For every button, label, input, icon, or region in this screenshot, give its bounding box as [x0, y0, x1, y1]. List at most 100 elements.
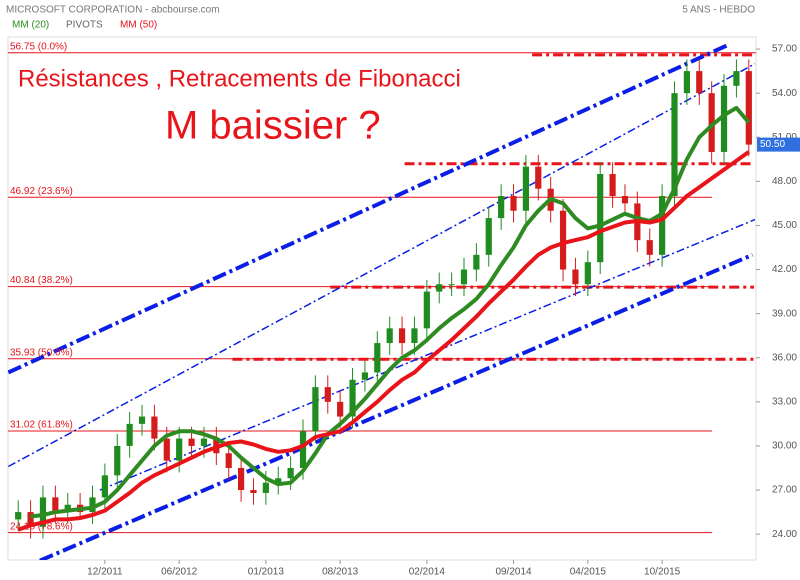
candle-body: [200, 438, 208, 446]
x-tick-label: 02/2014: [409, 567, 446, 578]
x-tick-label: 09/2014: [495, 567, 532, 578]
candle-body: [361, 372, 369, 380]
candle-body: [386, 328, 393, 344]
fibonacci-label: 40.84 (38.2%): [10, 275, 73, 286]
candle-body: [324, 387, 331, 402]
candle-body: [708, 93, 715, 152]
candle-body: [188, 438, 195, 446]
candle-body: [436, 284, 443, 292]
candle-body: [411, 328, 418, 344]
candle-body: [473, 254, 480, 270]
candle-body: [101, 475, 108, 498]
candle-body: [64, 504, 71, 513]
candle-body: [460, 269, 468, 285]
moving-average: [30, 105, 751, 519]
candle-body: [696, 71, 703, 94]
y-tick-label: 27.00: [772, 485, 797, 496]
trend-line: [8, 43, 729, 375]
fibonacci-label: 56.75 (0.0%): [10, 41, 67, 52]
candle-body: [609, 173, 616, 197]
candle-body: [498, 196, 505, 219]
y-tick-label: 39.00: [772, 308, 797, 319]
candle-body: [89, 497, 96, 513]
candle-body: [535, 166, 542, 189]
candle-body: [126, 423, 133, 446]
candle-body: [163, 438, 170, 461]
chart-subtitle: 5 ANS - HEBDO: [682, 5, 755, 16]
candle-body: [114, 445, 121, 476]
y-tick-label: 54.00: [772, 88, 797, 99]
y-tick-label: 24.00: [772, 529, 797, 540]
candle-body: [237, 467, 245, 491]
trend-line: [99, 218, 756, 491]
fibonacci-label: 24.10 (78.6%): [10, 521, 73, 532]
candle-body: [572, 269, 579, 285]
candle-body: [225, 453, 232, 468]
candle-body: [337, 401, 344, 417]
x-tick-label: 04/2015: [570, 567, 607, 578]
candle-body: [720, 85, 728, 152]
legend-entry: MM (20): [12, 20, 49, 31]
trend-line: [8, 63, 756, 468]
candle-body: [597, 173, 604, 263]
y-tick-label: 45.00: [772, 220, 797, 231]
candle-body: [448, 284, 455, 286]
x-tick-label: 06/2012: [161, 567, 198, 578]
x-tick-label: 12/2011: [87, 567, 123, 578]
candle-body: [659, 196, 666, 255]
candle-body: [262, 482, 269, 493]
last-price-tag: [757, 137, 800, 152]
plot: [8, 43, 756, 560]
candle-body: [275, 478, 282, 483]
y-tick-label: 48.00: [772, 176, 797, 187]
fibonacci-label: 31.02 (61.8%): [10, 420, 73, 431]
legend-entry: MM (50): [120, 20, 157, 31]
candle-body: [138, 416, 146, 424]
candle-body: [349, 379, 356, 417]
candle-body: [559, 210, 567, 270]
candle-body: [52, 497, 59, 513]
candle-body: [745, 71, 752, 145]
chart-title: MICROSOFT CORPORATION - abcbourse.com: [6, 5, 220, 16]
y-tick-label: 30.00: [772, 441, 797, 452]
x-tick-label: 08/2013: [322, 567, 359, 578]
candle-body: [683, 71, 690, 94]
y-tick-label: 33.00: [772, 396, 797, 407]
moving-average: [17, 150, 750, 532]
candle-body: [151, 416, 158, 439]
y-tick-label: 57.00: [772, 44, 797, 55]
candle-body: [621, 196, 629, 204]
fibonacci-label: 46.92 (23.6%): [10, 186, 73, 197]
candle-body: [398, 328, 406, 344]
candle-body: [176, 438, 183, 461]
x-tick-label: 10/2015: [644, 567, 681, 578]
candle-body: [299, 431, 307, 468]
last-price-label: 50.50: [760, 139, 785, 150]
candle-body: [485, 218, 492, 255]
candle-body: [39, 497, 47, 527]
annotation: Résistances , Retracements de Fibonacci: [18, 65, 461, 92]
candle-body: [584, 262, 591, 285]
plot-frame: [7, 36, 757, 561]
y-tick-label: 42.00: [772, 264, 797, 275]
trend-line: [39, 253, 754, 560]
y-tick-label: 36.00: [772, 352, 797, 363]
candle-body: [312, 387, 319, 432]
fibonacci-label: 35.93 (50.0%): [10, 347, 73, 358]
candle-body: [522, 166, 530, 211]
candle-body: [27, 512, 34, 527]
candle-body: [250, 490, 257, 493]
candle-body: [15, 512, 22, 520]
candle-body: [733, 71, 740, 86]
y-tick-label: 51.00: [772, 132, 797, 143]
candle-body: [287, 467, 294, 479]
legend-entry: PIVOTS: [66, 20, 103, 31]
annotation: M baissier ?: [165, 104, 381, 148]
candle-body: [646, 240, 653, 255]
candle-body: [671, 93, 678, 197]
candle-body: [423, 291, 430, 329]
x-tick-label: 01/2013: [248, 567, 285, 578]
candle-body: [374, 343, 381, 373]
candle-body: [510, 196, 517, 211]
